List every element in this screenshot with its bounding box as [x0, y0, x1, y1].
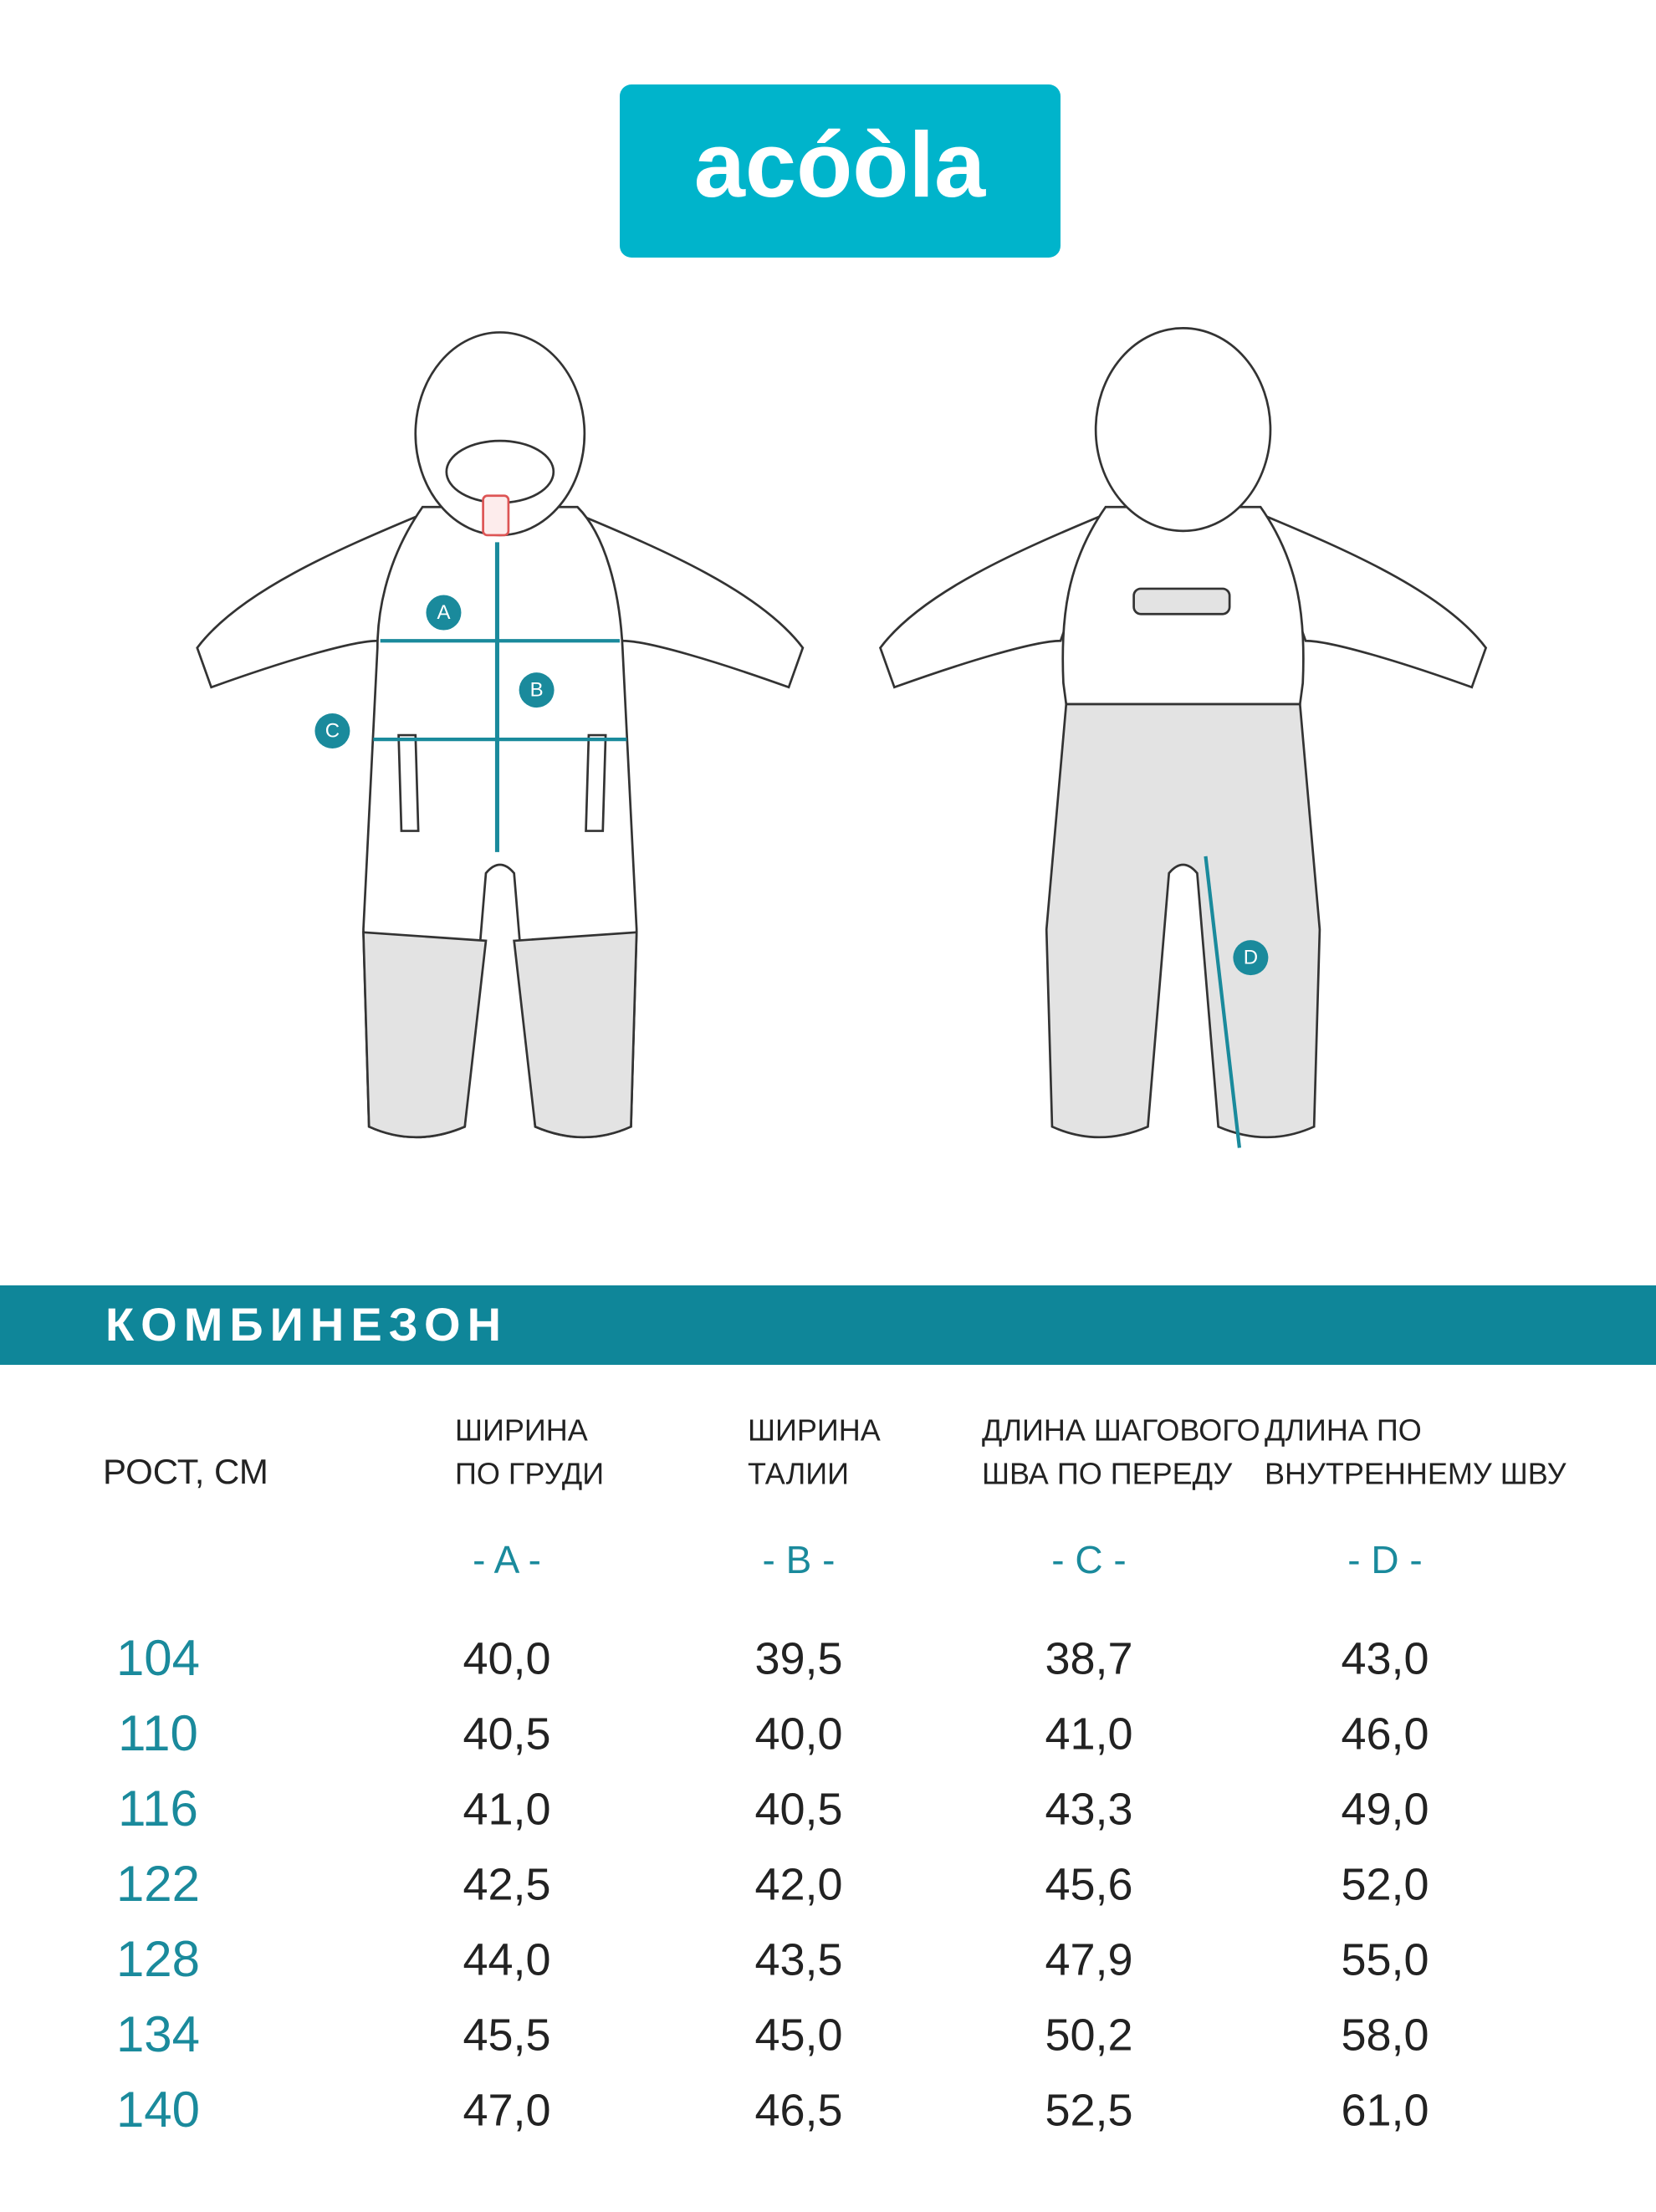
column-header: ДЛИНА ПО	[1265, 1413, 1422, 1448]
measurement: 44,0	[463, 1934, 550, 1985]
measure-line	[1204, 856, 1242, 1148]
measurement: 42,0	[754, 1859, 842, 1909]
column-header: ШИРИНА	[748, 1413, 881, 1448]
column-header: ШИРИНА	[455, 1413, 588, 1448]
marker-label: B	[530, 679, 544, 702]
reflector	[1132, 587, 1231, 616]
marker-label: C	[325, 719, 340, 742]
hood	[1094, 327, 1272, 533]
measurement: 50,2	[1045, 2010, 1132, 2060]
measurement: 38,7	[1045, 1633, 1132, 1683]
column-header: РОСТ, СМ	[103, 1452, 268, 1491]
measurement: 55,0	[1341, 1934, 1429, 1985]
measurement: 40,5	[463, 1709, 550, 1759]
column-header: ПО ГРУДИ	[455, 1457, 604, 1491]
measurement: 41,0	[463, 1784, 550, 1834]
leg-panel	[513, 931, 638, 1139]
measurement: 40,5	[754, 1784, 842, 1834]
column-code: - C -	[1051, 1538, 1126, 1581]
sleeve	[196, 512, 425, 689]
column-code: - A -	[473, 1538, 541, 1581]
column-header: ШВА ПО ПЕРЕДУ	[982, 1457, 1233, 1491]
logo: acóòla	[694, 114, 986, 217]
measurement: 41,0	[1045, 1709, 1132, 1759]
title: КОМБИНЕЗОН	[105, 1298, 508, 1351]
measurement: 45,5	[463, 2010, 550, 2060]
measurement: 46,5	[754, 2085, 842, 2135]
illustration	[196, 327, 1488, 1148]
leg-panel	[362, 931, 488, 1139]
measurement: 47,0	[463, 2085, 550, 2135]
banner	[0, 1285, 1656, 1365]
pants	[1045, 702, 1321, 1139]
logo-box	[620, 84, 1061, 258]
measurement: 52,5	[1045, 2085, 1132, 2135]
measurement: 43,5	[754, 1934, 842, 1985]
sleeve	[575, 512, 805, 689]
size-table: РОСТ, СМ ШИРИНА ПО ГРУДИ ШИРИНА ТАЛИИ ДЛИНА Ш…	[103, 1413, 1567, 2138]
marker-label: D	[1244, 946, 1258, 968]
size-label: 134	[116, 2006, 200, 2062]
measurement: 47,9	[1045, 1934, 1132, 1985]
measurement: 45,6	[1045, 1859, 1132, 1909]
column-code: - B -	[763, 1538, 836, 1581]
marker-circle	[1233, 940, 1269, 976]
measurement: 52,0	[1341, 1859, 1429, 1909]
measurement: 61,0	[1341, 2085, 1429, 2135]
measurement: 45,0	[754, 2010, 842, 2060]
measurement: 43,0	[1341, 1633, 1429, 1683]
size-label: 116	[118, 1780, 198, 1837]
hood-opening	[445, 439, 555, 504]
tab	[482, 494, 510, 537]
measurement: 49,0	[1341, 1784, 1429, 1834]
marker-circle	[314, 713, 350, 748]
column-header: ВНУТРЕННЕМУ ШВУ	[1265, 1457, 1567, 1491]
sleeve	[1258, 512, 1488, 689]
column-header: ДЛИНА ШАГОВОГО	[982, 1413, 1260, 1448]
size-label: 122	[116, 1856, 200, 1912]
measurement: 46,0	[1341, 1709, 1429, 1759]
measurement: 58,0	[1341, 2010, 1429, 2060]
size-label: 140	[116, 2082, 200, 2138]
measurement: 42,5	[463, 1859, 550, 1909]
measurement: 43,3	[1045, 1784, 1132, 1834]
pocket	[397, 733, 420, 832]
markers: A B C D	[314, 595, 1269, 976]
measurement: 39,5	[754, 1633, 842, 1683]
measurement: 40,0	[463, 1633, 550, 1683]
size-label: 110	[118, 1705, 198, 1761]
pocket	[585, 733, 607, 832]
column-code: - D -	[1347, 1538, 1422, 1581]
size-label: 128	[116, 1931, 200, 1987]
column-header: ТАЛИИ	[748, 1457, 849, 1491]
marker-circle	[519, 672, 555, 708]
sleeve	[878, 512, 1108, 689]
marker-label: A	[437, 601, 450, 624]
size-label: 104	[116, 1630, 200, 1686]
marker-circle	[426, 595, 462, 631]
measurement: 40,0	[754, 1709, 842, 1759]
